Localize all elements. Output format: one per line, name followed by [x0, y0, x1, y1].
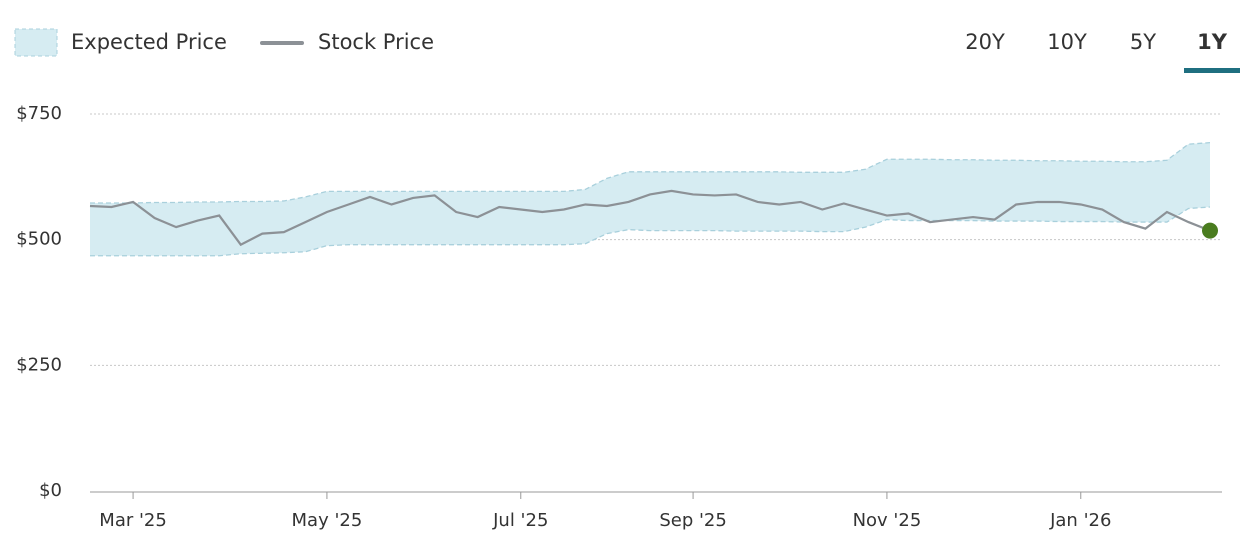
range-button[interactable]: 20Y — [965, 30, 1005, 54]
last-price-dot — [1202, 222, 1218, 239]
x-tick-label: Mar '25 — [99, 510, 167, 531]
range-button[interactable]: 1Y — [1197, 30, 1228, 54]
y-tick-label: $750 — [16, 103, 62, 124]
x-tick-label: Nov '25 — [853, 510, 922, 531]
legend-label: Expected Price — [71, 30, 227, 54]
range-button[interactable]: 10Y — [1047, 30, 1087, 54]
y-tick-label: $500 — [16, 229, 62, 250]
legend-label: Stock Price — [318, 30, 434, 54]
x-tick-label: Jul '25 — [492, 510, 548, 531]
range-selected-underline — [1184, 68, 1240, 73]
expected-price-band — [90, 142, 1210, 256]
x-tick-label: Sep '25 — [659, 510, 727, 531]
band-edge — [90, 142, 1211, 204]
y-tick-label: $0 — [39, 480, 62, 501]
x-tick-label: Jan '26 — [1049, 510, 1111, 531]
y-tick-label: $250 — [16, 354, 62, 375]
legend-swatch — [14, 28, 58, 57]
stock-price-line — [89, 189, 1211, 247]
x-tick-label: May '25 — [292, 510, 363, 531]
band-edge — [90, 206, 1211, 257]
range-button[interactable]: 5Y — [1130, 30, 1156, 54]
